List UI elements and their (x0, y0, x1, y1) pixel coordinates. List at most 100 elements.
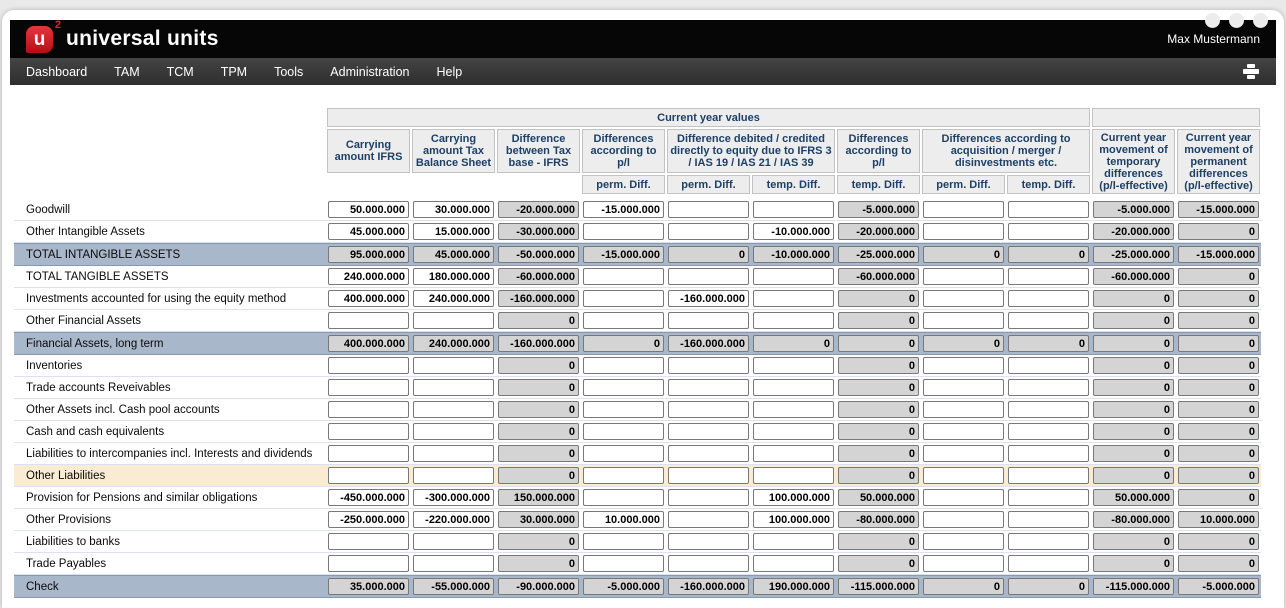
amount-input[interactable] (328, 223, 409, 240)
amount-input[interactable] (923, 357, 1004, 374)
amount-input[interactable] (413, 223, 494, 240)
amount-input[interactable] (923, 401, 1004, 418)
amount-input[interactable] (668, 445, 749, 462)
amount-input[interactable] (413, 379, 494, 396)
amount-input[interactable] (753, 223, 834, 240)
amount-input[interactable] (413, 357, 494, 374)
amount-input[interactable] (668, 357, 749, 374)
amount-input[interactable] (583, 467, 664, 484)
amount-input[interactable] (583, 357, 664, 374)
amount-input[interactable] (328, 511, 409, 528)
amount-input[interactable] (583, 201, 664, 218)
amount-input[interactable] (328, 268, 409, 285)
amount-input[interactable] (753, 467, 834, 484)
amount-input[interactable] (583, 511, 664, 528)
amount-input[interactable] (328, 290, 409, 307)
amount-input[interactable] (583, 290, 664, 307)
amount-input[interactable] (413, 201, 494, 218)
amount-input[interactable] (753, 401, 834, 418)
amount-input[interactable] (753, 312, 834, 329)
amount-input[interactable] (923, 445, 1004, 462)
amount-input[interactable] (1008, 201, 1090, 218)
amount-input[interactable] (1008, 401, 1090, 418)
amount-input[interactable] (668, 533, 749, 550)
amount-input[interactable] (753, 201, 834, 218)
amount-input[interactable] (753, 533, 834, 550)
nav-item-tools[interactable]: Tools (274, 64, 304, 79)
amount-input[interactable] (328, 379, 409, 396)
amount-input[interactable] (668, 467, 749, 484)
print-icon[interactable] (1242, 63, 1260, 80)
amount-input[interactable] (1008, 489, 1090, 506)
amount-input[interactable] (583, 268, 664, 285)
amount-input[interactable] (1008, 445, 1090, 462)
amount-input[interactable] (1008, 357, 1090, 374)
amount-input[interactable] (753, 511, 834, 528)
amount-input[interactable] (1008, 312, 1090, 329)
amount-input[interactable] (668, 423, 749, 440)
amount-input[interactable] (923, 423, 1004, 440)
amount-input[interactable] (328, 533, 409, 550)
nav-item-tam[interactable]: TAM (114, 64, 140, 79)
amount-input[interactable] (753, 379, 834, 396)
amount-input[interactable] (753, 268, 834, 285)
amount-input[interactable] (583, 533, 664, 550)
amount-input[interactable] (753, 357, 834, 374)
nav-item-dashboard[interactable]: Dashboard (26, 64, 88, 79)
amount-input[interactable] (668, 511, 749, 528)
amount-input[interactable] (923, 467, 1004, 484)
nav-item-administration[interactable]: Administration (330, 64, 410, 79)
amount-input[interactable] (668, 379, 749, 396)
amount-input[interactable] (413, 555, 494, 572)
amount-input[interactable] (668, 290, 749, 307)
amount-input[interactable] (413, 467, 494, 484)
amount-input[interactable] (753, 423, 834, 440)
amount-input[interactable] (923, 379, 1004, 396)
amount-input[interactable] (668, 223, 749, 240)
amount-input[interactable] (583, 223, 664, 240)
amount-input[interactable] (583, 379, 664, 396)
amount-input[interactable] (1008, 533, 1090, 550)
amount-input[interactable] (1008, 423, 1090, 440)
amount-input[interactable] (1008, 290, 1090, 307)
amount-input[interactable] (413, 423, 494, 440)
amount-input[interactable] (923, 201, 1004, 218)
amount-input[interactable] (583, 312, 664, 329)
amount-input[interactable] (583, 555, 664, 572)
amount-input[interactable] (753, 445, 834, 462)
amount-input[interactable] (328, 201, 409, 218)
amount-input[interactable] (1008, 223, 1090, 240)
amount-input[interactable] (328, 423, 409, 440)
amount-input[interactable] (328, 489, 409, 506)
amount-input[interactable] (413, 489, 494, 506)
amount-input[interactable] (328, 445, 409, 462)
amount-input[interactable] (668, 268, 749, 285)
amount-input[interactable] (413, 533, 494, 550)
amount-input[interactable] (328, 401, 409, 418)
amount-input[interactable] (668, 555, 749, 572)
nav-item-tcm[interactable]: TCM (166, 64, 194, 79)
amount-input[interactable] (753, 290, 834, 307)
amount-input[interactable] (583, 423, 664, 440)
amount-input[interactable] (923, 312, 1004, 329)
amount-input[interactable] (668, 312, 749, 329)
amount-input[interactable] (328, 312, 409, 329)
amount-input[interactable] (413, 445, 494, 462)
amount-input[interactable] (668, 489, 749, 506)
amount-input[interactable] (413, 268, 494, 285)
amount-input[interactable] (1008, 268, 1090, 285)
amount-input[interactable] (328, 357, 409, 374)
amount-input[interactable] (923, 223, 1004, 240)
amount-input[interactable] (753, 555, 834, 572)
amount-input[interactable] (923, 533, 1004, 550)
amount-input[interactable] (413, 401, 494, 418)
amount-input[interactable] (923, 290, 1004, 307)
amount-input[interactable] (1008, 511, 1090, 528)
amount-input[interactable] (753, 489, 834, 506)
amount-input[interactable] (413, 290, 494, 307)
amount-input[interactable] (413, 511, 494, 528)
amount-input[interactable] (1008, 467, 1090, 484)
amount-input[interactable] (328, 467, 409, 484)
amount-input[interactable] (668, 401, 749, 418)
amount-input[interactable] (583, 401, 664, 418)
